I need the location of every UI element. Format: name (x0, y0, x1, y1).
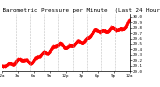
Title: Milwaukee  Barometric Pressure per Minute  (Last 24 Hours): Milwaukee Barometric Pressure per Minute… (0, 8, 160, 13)
